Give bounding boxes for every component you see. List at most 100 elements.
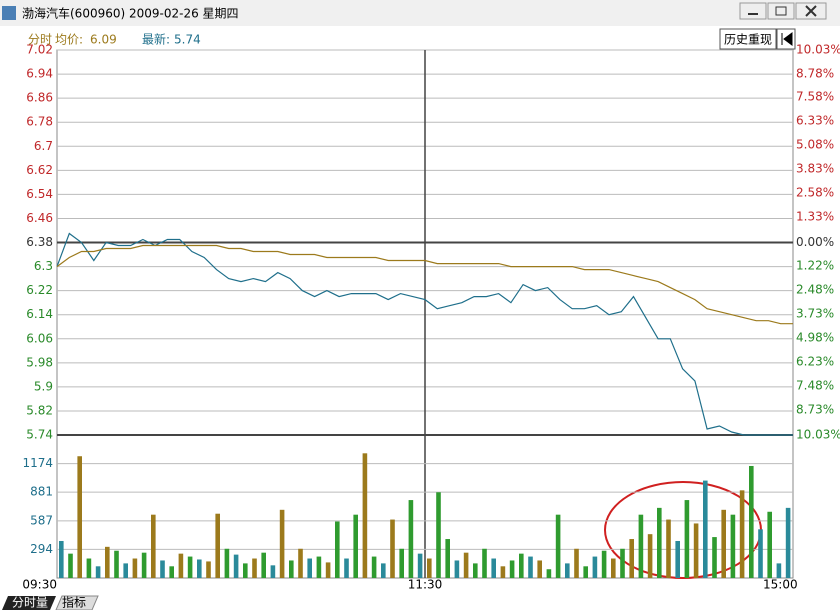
y-tick-label: 6.06: [26, 331, 53, 345]
y-tick-label: 5.82: [26, 403, 53, 417]
y-tick-label: 6.94: [26, 67, 53, 81]
volume-bar: [408, 500, 414, 578]
y2-tick-label: 1.33%: [796, 209, 834, 223]
volume-bar: [344, 558, 349, 578]
price-line: [56, 232, 793, 436]
y-tick-label: 5.9: [34, 379, 53, 393]
volume-bar: [77, 456, 82, 578]
volume-bar: [703, 480, 708, 578]
y2-tick-label: 3.83%: [796, 161, 834, 175]
volume-bar: [638, 514, 644, 578]
volume-bar: [675, 540, 680, 578]
app-icon: [2, 6, 16, 20]
volume-bar: [59, 540, 64, 578]
y2-tick-label: 3.73%: [796, 307, 834, 321]
maximize-button[interactable]: [767, 2, 795, 20]
volume-bar: [712, 537, 717, 578]
volume-bar: [68, 553, 73, 578]
volume-bar: [758, 529, 763, 578]
volume-bar: [206, 561, 211, 578]
y2-tick-label: 6.33%: [796, 114, 834, 128]
volume-bar: [583, 566, 588, 578]
minimize-button[interactable]: [739, 2, 767, 20]
volume-bar: [730, 514, 736, 578]
volume-bar: [362, 453, 368, 578]
y2-tick-label: 0.00%: [796, 235, 834, 249]
volume-bar: [270, 565, 276, 578]
y-tick-label: 294: [30, 542, 53, 556]
history-button[interactable]: [719, 28, 777, 50]
info-avg-label: 均价:: [55, 33, 83, 47]
y-tick-label: 6.3: [34, 259, 53, 273]
x-tick-label: 15:00: [763, 578, 798, 592]
volume-bar: [555, 514, 561, 578]
volume-bar: [436, 492, 441, 578]
volume-bar: [233, 554, 239, 578]
volume-bar: [335, 521, 340, 578]
volume-bar: [473, 563, 478, 578]
volume-bar: [197, 559, 202, 578]
volume-bar: [482, 548, 487, 578]
y-tick-label: 5.74: [26, 428, 53, 442]
volume-bar: [95, 566, 101, 578]
volume-bar: [289, 560, 294, 578]
highlight-ellipse: [604, 481, 762, 579]
volume-bar: [657, 507, 662, 578]
window-controls[interactable]: [739, 2, 827, 20]
volume-bar: [187, 556, 193, 578]
tab-active[interactable]: [2, 596, 56, 610]
volume-bar: [132, 558, 138, 578]
volume-bar: [767, 511, 772, 578]
y2-tick-label: 10.03%: [796, 43, 840, 57]
volume-bar: [721, 509, 726, 578]
volume-bar: [417, 553, 423, 578]
volume-bar: [105, 546, 110, 578]
volume-bar: [776, 563, 782, 578]
info-label: 分时: [28, 33, 52, 47]
volume-bar: [565, 563, 570, 578]
volume-bar: [371, 556, 377, 578]
y-tick-label: 6.7: [34, 139, 53, 153]
volume-bar: [381, 563, 386, 578]
y-tick-label: 6.22: [26, 283, 53, 297]
volume-bar: [169, 566, 174, 578]
window-title: 渤海汽车(600960) 2009-02-26 星期四: [22, 6, 239, 21]
x-tick-label: 09:30: [22, 578, 57, 592]
volume-bar: [629, 539, 634, 578]
volume-bar: [224, 548, 230, 578]
y-tick-label: 6.54: [26, 187, 53, 201]
y-tick-label: 881: [30, 485, 53, 499]
volume-bar: [620, 548, 625, 578]
y2-tick-label: 6.23%: [796, 355, 834, 369]
y2-tick-label: 8.73%: [796, 403, 834, 417]
y-tick-label: 6.62: [26, 163, 53, 177]
volume-bar: [491, 558, 496, 578]
tab-label: 指标: [62, 595, 86, 610]
info-avg: 6.09: [90, 33, 117, 47]
volume-bar: [279, 509, 285, 578]
volume-bar: [298, 548, 303, 578]
volume-bar: [399, 548, 404, 578]
volume-bar: [509, 560, 515, 578]
volume-bar: [601, 550, 607, 578]
tab-label: 分时量: [12, 596, 48, 610]
volume-bar: [307, 558, 312, 578]
volume-bar: [574, 548, 579, 578]
volume-bar: [739, 490, 745, 578]
y-tick-label: 6.38: [26, 235, 53, 249]
y2-tick-label: 10.03%: [796, 428, 840, 442]
y2-tick-label: 1.22%: [796, 258, 834, 272]
info-last: 5.74: [174, 33, 201, 47]
volume-bar: [519, 553, 524, 578]
info-last-label: 最新:: [142, 32, 170, 47]
title-bar: [0, 0, 840, 26]
x-tick-label: 11:30: [408, 578, 443, 592]
volume-bar: [611, 558, 616, 578]
volume-bar: [178, 553, 184, 578]
volume-bar: [749, 465, 754, 578]
y-tick-label: 6.78: [26, 115, 53, 129]
y2-tick-label: 7.48%: [796, 379, 834, 393]
volume-bar: [325, 562, 331, 578]
volume-bar: [114, 550, 119, 578]
